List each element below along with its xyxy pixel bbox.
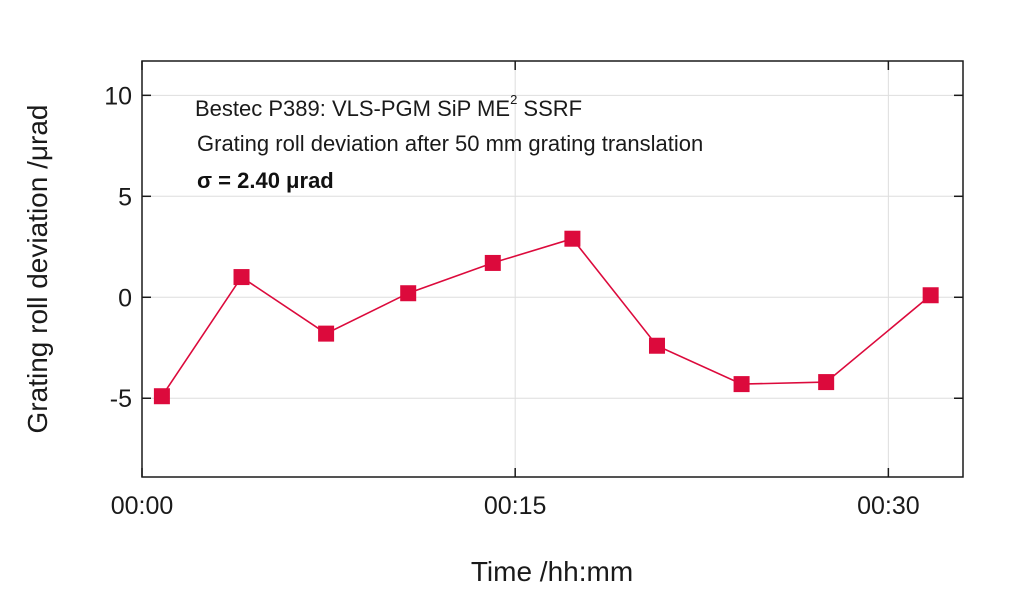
- x-axis-title: Time /hh:mm: [471, 556, 633, 587]
- grid: [141, 61, 963, 477]
- x-tick-label: 00:00: [111, 492, 174, 520]
- data-point-marker: [922, 287, 939, 304]
- data-point-marker: [318, 325, 335, 342]
- y-tick-label: 5: [118, 183, 132, 211]
- y-tick-label: 0: [118, 284, 132, 312]
- data-point-marker: [648, 337, 665, 354]
- y-tick-label: 10: [104, 82, 132, 110]
- data-point-marker: [564, 230, 581, 247]
- plot-frame: [141, 60, 964, 478]
- data-point-marker: [818, 374, 835, 391]
- annotation-sigma: σ = 2.40 μrad: [197, 168, 334, 193]
- annotation-line2: Grating roll deviation after 50 mm grati…: [197, 131, 703, 156]
- annotation-superscript: 2: [510, 92, 517, 107]
- data-point-marker: [733, 376, 750, 393]
- x-tick-label: 00:30: [857, 492, 920, 520]
- y-tick-label: -5: [110, 385, 132, 413]
- ticks: 00:00 00:15 00:30 10 5 0 -5: [104, 61, 963, 520]
- y-axis-title: Grating roll deviation /μrad: [22, 105, 53, 434]
- data-point-marker: [484, 254, 501, 271]
- x-tick-label: 00:15: [484, 492, 547, 520]
- data-point-marker: [153, 388, 170, 405]
- data-point-marker: [400, 285, 417, 302]
- data-point-marker: [233, 269, 250, 286]
- annotation-line1: Bestec P389: VLS-PGM SiP ME2 SSRF: [195, 92, 582, 121]
- series-group: [153, 230, 939, 405]
- series-line: [161, 237, 932, 397]
- plot-area: [142, 61, 963, 477]
